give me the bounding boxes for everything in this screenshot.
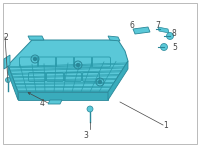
Circle shape [6, 77, 11, 82]
Circle shape [166, 32, 174, 40]
Circle shape [99, 81, 102, 83]
Circle shape [34, 57, 37, 61]
Text: 2: 2 [3, 32, 8, 41]
Text: 1: 1 [163, 121, 168, 130]
Polygon shape [48, 100, 62, 104]
Polygon shape [8, 40, 128, 92]
Polygon shape [133, 27, 150, 34]
Text: 3: 3 [84, 131, 88, 140]
Polygon shape [108, 61, 128, 100]
Text: 8: 8 [172, 29, 177, 37]
Polygon shape [4, 55, 10, 69]
Polygon shape [158, 27, 169, 33]
Polygon shape [108, 36, 120, 41]
Text: 6: 6 [130, 20, 135, 30]
Text: 4: 4 [40, 100, 45, 108]
Circle shape [160, 44, 168, 51]
Text: 5: 5 [172, 42, 177, 51]
Polygon shape [28, 36, 44, 40]
Polygon shape [8, 65, 18, 100]
Circle shape [87, 106, 93, 112]
Polygon shape [18, 92, 108, 100]
Text: 7: 7 [155, 20, 160, 30]
Circle shape [77, 64, 80, 66]
